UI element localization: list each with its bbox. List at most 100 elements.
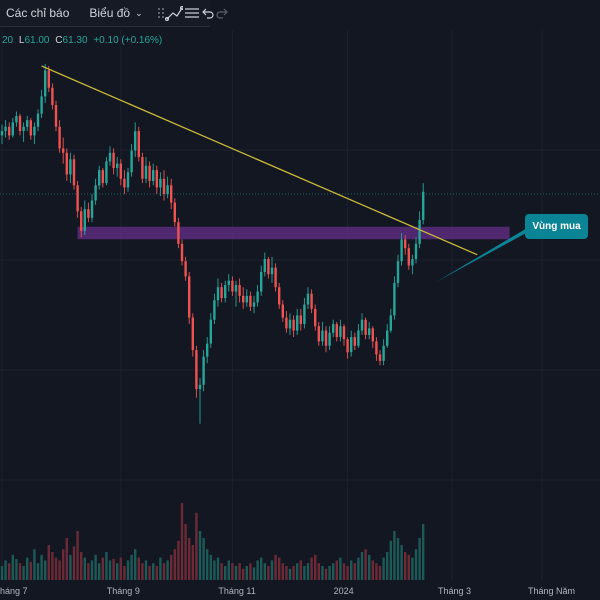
candle-body <box>321 330 324 342</box>
volume-bar <box>368 554 371 580</box>
chart-toolbar: Các chỉ báo Biểu đồ ⌄ <box>0 0 228 27</box>
volume-bar <box>278 557 281 580</box>
volume-bar <box>245 566 248 580</box>
candle-body <box>335 324 338 338</box>
candles <box>0 63 425 424</box>
volume-bar <box>22 566 25 580</box>
volume-bar <box>242 568 245 580</box>
volume-bar <box>105 552 108 580</box>
candle-body <box>260 272 263 292</box>
x-tick-label: Tháng 3 <box>438 586 471 596</box>
drawing-tools-icon[interactable] <box>164 2 183 24</box>
change-value: +0.10 (+0.16%) <box>93 35 163 46</box>
candle-body <box>202 356 205 385</box>
volume-bar <box>134 549 137 580</box>
candle-body <box>173 202 176 223</box>
volume-bar <box>249 563 252 580</box>
candle-body <box>51 87 54 106</box>
volume-bar <box>332 563 335 580</box>
buy-zone-band <box>77 226 510 240</box>
candle-body <box>310 293 313 309</box>
volume-bar <box>353 563 356 580</box>
volume-bar <box>281 563 284 580</box>
volume-bar <box>418 538 421 580</box>
candle-body <box>123 178 126 188</box>
high-value: 20 <box>2 35 14 46</box>
candle-body <box>137 131 140 158</box>
candle-body <box>170 185 173 203</box>
candle-body <box>332 324 335 333</box>
candle-body <box>184 261 187 277</box>
candle-body <box>224 285 227 299</box>
candle-body <box>375 341 378 355</box>
volume-bar <box>112 559 115 580</box>
volume-bar <box>404 552 407 580</box>
volume-bar <box>72 546 76 580</box>
volume-bar <box>94 554 97 580</box>
candle-body <box>72 159 76 186</box>
volume-bar <box>0 566 4 580</box>
candle-body <box>404 239 407 249</box>
volume-bar <box>188 538 191 580</box>
candle-body <box>360 319 364 331</box>
candle-body <box>393 282 396 316</box>
candle-body <box>256 291 259 303</box>
volume-bar <box>260 557 263 580</box>
volume-bar <box>40 554 43 580</box>
candle-body <box>58 126 61 149</box>
candle-body <box>15 115 18 123</box>
alert-lines-icon[interactable] <box>183 2 201 24</box>
volume-bar <box>357 557 360 580</box>
volume-bar <box>288 568 292 580</box>
indicators-button[interactable]: Các chỉ báo <box>0 2 75 24</box>
volume-bars <box>0 503 425 580</box>
volume-bar <box>274 554 277 580</box>
volume-bar <box>386 552 389 580</box>
volume-bar <box>177 540 180 580</box>
buy-zone <box>77 226 510 240</box>
candle-body <box>62 148 65 153</box>
volume-bar <box>346 566 349 580</box>
buy-zone-callout[interactable]: Vùng mua <box>525 214 588 239</box>
volume-bar <box>119 557 122 580</box>
candle-body <box>299 315 302 325</box>
chart-type-button[interactable]: Biểu đồ ⌄ <box>83 2 148 24</box>
candle-body <box>386 330 389 346</box>
redo-icon[interactable] <box>215 2 229 24</box>
volume-bar <box>227 560 230 580</box>
close-value: 61.30 <box>62 35 88 46</box>
candle-body <box>29 120 32 136</box>
candle-body <box>130 150 133 173</box>
candle-body <box>26 120 29 127</box>
candle-body <box>195 350 198 390</box>
candle-body <box>83 209 86 231</box>
volume-bar <box>54 557 58 580</box>
candle-body <box>116 163 119 168</box>
callout-pointer <box>436 224 534 282</box>
candle-body <box>162 178 166 194</box>
volume-bar <box>144 560 148 580</box>
volume-bar <box>350 560 353 580</box>
volume-bar <box>303 566 306 580</box>
volume-bar <box>407 554 410 580</box>
volume-bar <box>33 549 36 580</box>
volume-bar <box>382 557 385 580</box>
drag-handle-icon[interactable] <box>157 2 165 24</box>
trendline[interactable] <box>41 65 478 256</box>
chart-type-label: Biểu đồ <box>89 6 131 20</box>
undo-icon[interactable] <box>201 2 215 24</box>
volume-bar <box>317 563 320 580</box>
volume-bar <box>76 531 79 580</box>
candle-body <box>152 170 155 181</box>
candle-body <box>292 319 295 331</box>
candle-body <box>94 185 97 201</box>
volume-bar <box>159 557 162 580</box>
candle-body <box>8 126 11 136</box>
candle-body <box>418 219 421 244</box>
candle-body <box>296 315 299 331</box>
candle-body <box>263 259 266 273</box>
candle-body <box>382 345 385 361</box>
volume-bar <box>126 560 130 580</box>
